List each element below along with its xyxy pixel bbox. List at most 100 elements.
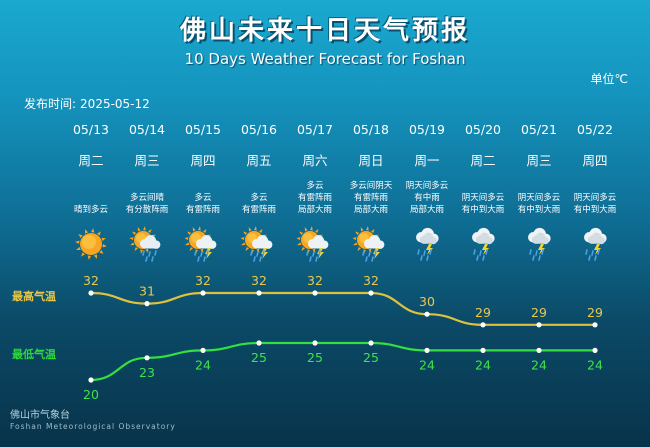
day-column: 05/15 周四 多云 有雷阵雨 [173, 122, 233, 282]
high-temp-value: 32 [251, 273, 267, 288]
weather-line: 多云 [250, 193, 268, 203]
page-title: 佛山未来十日天气预报 [179, 16, 470, 46]
low-temp-value: 24 [419, 357, 435, 372]
weather-line: 多云间晴 [129, 193, 164, 203]
day-date: 05/14 [128, 122, 166, 137]
weather-description: 阴天间多云有中到大雨 [509, 180, 569, 216]
weather-line: 有中到大雨 [573, 205, 617, 215]
weather-description: 阴天间多云有中到大雨 [565, 180, 625, 216]
day-weekday: 周五 [246, 153, 272, 168]
day-weekday: 周六 [302, 153, 328, 168]
observatory-name: 佛山市气象台 [10, 410, 70, 421]
sun-cloud-thunder-icon [297, 226, 329, 262]
day-date: 05/22 [576, 122, 614, 137]
weather-line: 有雷阵雨 [353, 193, 388, 203]
day-column: 05/17 周六 多云 有雷阵雨 局部大雨 [285, 122, 345, 282]
day-weekday: 周三 [134, 153, 160, 168]
day-column: 05/20 周二 阴天间多云 有中到大雨 [453, 122, 513, 282]
high-temp-point [424, 311, 430, 317]
weather-line: 晴到多云 [73, 205, 108, 215]
low-temp-value: 20 [83, 387, 99, 402]
high-temp-point [480, 322, 486, 328]
low-temp-label: 最低气温 [12, 348, 56, 361]
high-temp-point [312, 290, 318, 296]
low-temp-point [480, 347, 486, 353]
low-temp-point [88, 377, 94, 383]
high-temp-value: 32 [363, 273, 379, 288]
sun-cloud-rain-icon [129, 226, 161, 262]
weather-line: 多云 [306, 181, 324, 191]
day-column: 05/22 周四阴天间多云有中到大雨 [565, 122, 625, 282]
high-temp-point [144, 301, 150, 307]
day-weekday: 周一 [414, 153, 440, 168]
sun-cloud-thunder-icon [185, 226, 217, 262]
day-weekday: 周日 [358, 153, 384, 168]
weather-line: 局部大雨 [409, 205, 444, 215]
publish-date: 2025-05-12 [80, 97, 150, 111]
high-temp-value: 32 [307, 273, 323, 288]
high-temp-value: 29 [587, 305, 603, 320]
high-temp-value: 29 [475, 305, 491, 320]
weather-line: 有中到大雨 [461, 205, 505, 215]
page-subtitle: 10 Days Weather Forecast for Foshan [184, 50, 466, 68]
high-temp-point [200, 290, 206, 296]
weather-description: 多云 有雷阵雨 [229, 180, 289, 216]
day-columns: 05/13 周二 晴到多云 05/14 周三 多云间晴 有分散阵雨 05/15 周四 多云 有雷阵… [0, 122, 650, 282]
low-temp-point [256, 340, 262, 346]
high-temp-point [536, 322, 542, 328]
weather-description: 晴到多云 [61, 180, 121, 216]
day-date: 05/13 [72, 122, 110, 137]
weather-description: 多云间阴天有雷阵雨局部大雨 [341, 180, 401, 216]
cloud-thunder-rain-icon [584, 227, 607, 261]
day-weekday: 周二 [470, 153, 496, 168]
day-column: 05/18 周日 多云间阴天 有雷阵雨 局部大雨 [341, 122, 401, 282]
day-weekday: 周四 [582, 153, 608, 168]
day-column: 05/21 周三 阴天间多云 有中到大雨 [509, 122, 569, 282]
high-temp-value: 29 [531, 305, 547, 320]
observatory-name-en: Foshan Meteorological Observatory [10, 422, 176, 431]
day-date: 05/21 [520, 122, 558, 137]
day-weekday: 周二 [78, 153, 104, 168]
low-temp-line [90, 341, 595, 382]
weather-line: 有中到大雨 [517, 205, 561, 215]
weather-description: 多云 有雷阵雨 [173, 180, 233, 216]
high-temp-line [90, 291, 595, 326]
weather-description: 阴天间多云有中到大雨 [453, 180, 513, 216]
weather-description: 多云间晴 有分散阵雨 [117, 180, 177, 216]
weather-line: 多云 [194, 193, 212, 203]
low-temp-point [592, 347, 598, 353]
high-temp-point [592, 322, 598, 328]
sun-cloud-thunder-icon [241, 226, 273, 262]
weather-line: 有分散阵雨 [125, 205, 169, 215]
high-temp-point [256, 290, 262, 296]
low-temp-point [200, 347, 206, 353]
weather-line: 局部大雨 [353, 205, 388, 215]
day-column: 05/16 周五 多云 有雷阵雨 [229, 122, 289, 282]
low-temp-point [144, 355, 150, 361]
weather-line: 阴天间多云 [573, 193, 617, 203]
weather-description: 多云 有雷阵雨 局部大雨 [285, 180, 345, 216]
weather-line: 有雷阵雨 [241, 205, 276, 215]
high-temp-value: 32 [83, 273, 99, 288]
weather-line: 多云间阴天 [349, 181, 393, 191]
day-date: 05/19 [408, 122, 446, 137]
low-temp-value: 24 [531, 357, 547, 372]
cloud-thunder-rain-icon [472, 227, 495, 261]
low-temp-value: 25 [363, 350, 379, 365]
weather-line: 有雷阵雨 [185, 205, 220, 215]
weather-line: 阴天间多云 [461, 193, 505, 203]
high-temp-value: 31 [139, 284, 155, 299]
sunny-icon [75, 228, 107, 260]
low-temp-value: 25 [307, 350, 323, 365]
low-temp-value: 23 [139, 365, 155, 380]
weather-line: 阴天间多云 [405, 181, 449, 191]
weather-line: 局部大雨 [297, 205, 332, 215]
publish-label: 发布时间: [24, 97, 77, 111]
weather-line: 阴天间多云 [517, 193, 561, 203]
low-temp-point [536, 347, 542, 353]
day-column: 05/13 周二晴到多云 [61, 122, 121, 282]
cloud-thunder-rain-icon [528, 227, 551, 261]
low-temp-value: 24 [195, 357, 211, 372]
